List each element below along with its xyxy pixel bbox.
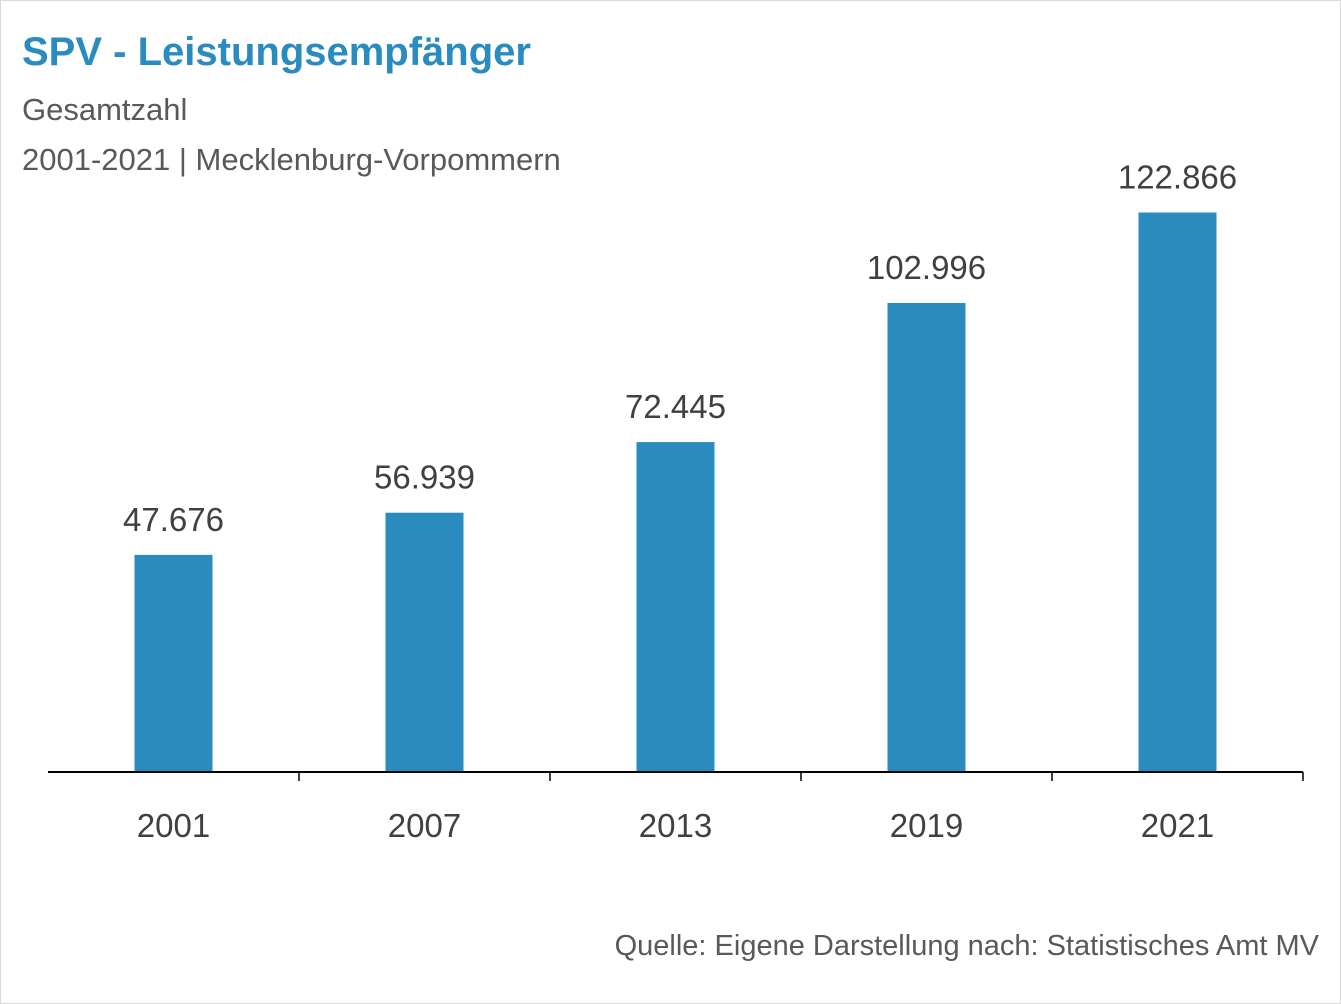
value-label-2021: 122.866 <box>1118 159 1237 196</box>
x-tick-label-2019: 2019 <box>890 807 963 844</box>
bar-2001 <box>134 554 213 772</box>
x-tick-label-2013: 2013 <box>639 807 712 844</box>
chart-title: SPV - Leistungsempfänger <box>22 30 531 74</box>
bar-2007 <box>385 512 464 772</box>
value-label-2013: 72.445 <box>625 388 726 425</box>
bar-2019 <box>887 303 966 772</box>
bar-chart: 47.676 2001 56.939 2007 72.445 2013 102.996 201… <box>48 159 1304 844</box>
value-label-2007: 56.939 <box>374 459 475 496</box>
bar-2013 <box>636 442 715 772</box>
value-label-2019: 102.996 <box>867 249 986 286</box>
x-tick-label-2007: 2007 <box>388 807 461 844</box>
value-label-2001: 47.676 <box>123 501 224 538</box>
bar-2021 <box>1138 212 1217 772</box>
x-tick-label-2021: 2021 <box>1141 807 1214 844</box>
chart-subtitle-period-region: 2001-2021 | Mecklenburg-Vorpommern <box>22 142 561 177</box>
x-tick-label-2001: 2001 <box>137 807 210 844</box>
source-note: Quelle: Eigene Darstellung nach: Statist… <box>614 930 1319 962</box>
chart-subtitle-measure: Gesamtzahl <box>22 92 188 127</box>
